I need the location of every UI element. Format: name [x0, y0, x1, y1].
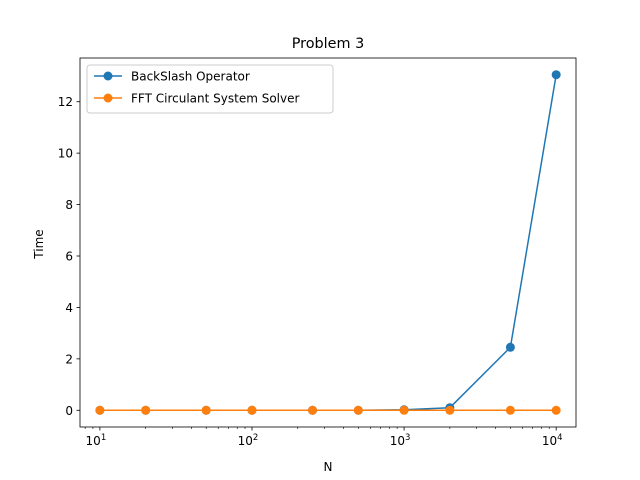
- data-point: [551, 70, 561, 80]
- plot-background: [80, 58, 576, 427]
- series-layer: [95, 70, 561, 415]
- y-tick-label: 6: [65, 250, 73, 264]
- axes-layer: 101 102 103 104 0 2 4 6 8 10 12: [58, 57, 577, 448]
- data-point: [399, 405, 409, 415]
- legend-item: FFT Circulant System Solver: [94, 92, 299, 106]
- data-point: [505, 342, 515, 352]
- legend-label: FFT Circulant System Solver: [131, 92, 299, 106]
- x-tick-label: 102: [238, 433, 259, 448]
- axes-frame: [79, 57, 577, 428]
- y-tick-label: 12: [58, 95, 73, 109]
- data-point: [201, 405, 211, 415]
- y-axis-label: Time: [32, 229, 46, 259]
- chart-title: Problem 3: [292, 36, 365, 52]
- data-point: [445, 405, 455, 415]
- legend-marker: [103, 71, 113, 81]
- y-tick-label: 2: [65, 352, 73, 366]
- data-point: [353, 405, 363, 415]
- y-tick-label: 0: [65, 404, 73, 418]
- data-point: [308, 405, 318, 415]
- legend-item: BackSlash Operator: [94, 70, 250, 84]
- y-tick-label: 4: [65, 301, 73, 315]
- x-tick-label: 101: [86, 433, 107, 448]
- data-point: [141, 405, 151, 415]
- legend-label: BackSlash Operator: [131, 70, 250, 84]
- x-axis-label: N: [324, 460, 333, 474]
- y-tick-label: 10: [58, 147, 73, 161]
- y-tick-label: 8: [65, 198, 73, 212]
- legend-frame: [86, 64, 334, 114]
- plot-area: [80, 58, 576, 427]
- legend-marker: [103, 93, 113, 103]
- series-1: [95, 405, 561, 415]
- x-tick-label: 104: [542, 433, 563, 448]
- data-point: [247, 405, 257, 415]
- data-point: [95, 405, 105, 415]
- data-point: [551, 405, 561, 415]
- x-tick-label: 103: [390, 433, 411, 448]
- data-point: [505, 405, 515, 415]
- legend: BackSlash Operator FFT Circulant System S…: [86, 64, 334, 114]
